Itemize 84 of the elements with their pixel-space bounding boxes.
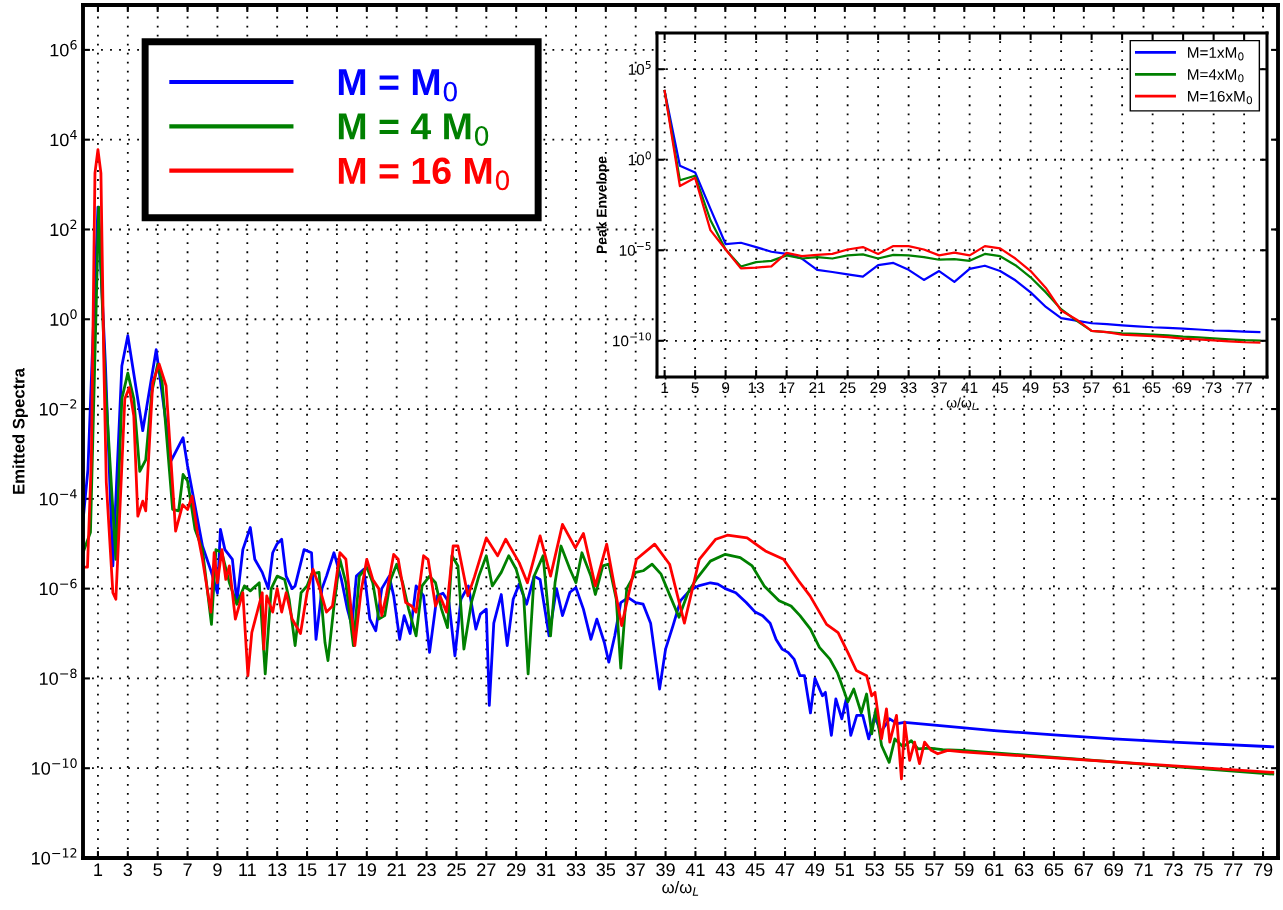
x-tick-label: 19 (358, 863, 376, 877)
x-tick-label: 25 (839, 382, 856, 394)
x-tick-label: 55 (895, 863, 914, 877)
x-tick-label: 49 (1022, 382, 1039, 394)
x-tick-label: 45 (745, 863, 765, 877)
y-tick-label: 10$^{4}$ (50, 129, 77, 147)
x-tick-label: 61 (985, 863, 1004, 877)
x-tick-label: 23 (417, 863, 436, 877)
x-tick-label: 17 (779, 382, 795, 393)
legend-label: M=16xM$_{0}$ (1188, 90, 1253, 105)
x-tick-label: 5 (691, 382, 699, 394)
x-tick-label: 37 (626, 863, 645, 877)
y-tick-label: 10$^{−10}$ (613, 332, 651, 347)
x-tick-label: 29 (870, 382, 886, 394)
x-tick-label: 21 (387, 863, 406, 876)
x-tick-label: 33 (900, 382, 917, 394)
x-tick-label: 45 (991, 382, 1008, 394)
x-tick-label: 65 (1144, 382, 1161, 394)
y-tick-label: 10$^{−12}$ (32, 848, 77, 865)
x-tick-label: 43 (715, 863, 735, 877)
x-axis-title: ω/ω$_{L}$ (662, 880, 699, 896)
x-tick-label: 53 (865, 863, 884, 877)
y-tick-label: 10$^{2}$ (50, 219, 77, 237)
x-tick-label: 17 (328, 863, 347, 876)
x-tick-label: 69 (1175, 382, 1191, 394)
x-tick-label: 1 (94, 863, 103, 876)
x-tick-label: 73 (1205, 382, 1222, 394)
x-tick-label: 51 (835, 863, 854, 877)
y-tick-label: 10$^{−2}$ (39, 399, 77, 416)
x-tick-label: 53 (1053, 382, 1069, 394)
x-tick-label: 71 (1134, 863, 1153, 876)
x-tick-label: 75 (1194, 863, 1213, 877)
x-tick-label: 27 (477, 863, 496, 876)
x-tick-label: 47 (775, 863, 795, 876)
x-tick-label: 41 (685, 863, 705, 876)
x-tick-label: 7 (183, 863, 192, 876)
y-tick-label: 10$^{−8}$ (39, 668, 77, 685)
x-tick-label: 31 (536, 863, 556, 877)
y-tick-label: 10$^{6}$ (50, 40, 77, 57)
x-tick-label: 65 (1044, 863, 1064, 877)
x-axis-title: ω/ω$_{L}$ (946, 397, 977, 410)
x-tick-label: 33 (566, 863, 586, 877)
x-tick-label: 77 (1224, 863, 1243, 876)
x-tick-label: 57 (1083, 382, 1100, 394)
x-tick-label: 79 (1253, 863, 1273, 877)
legend-label: M = 4 M$_{0}$ (338, 113, 489, 146)
x-tick-label: 5 (153, 863, 162, 877)
x-tick-label: 57 (925, 863, 944, 877)
y-tick-label: 10$^{0}$ (628, 151, 651, 166)
x-tick-label: 49 (805, 863, 825, 877)
x-tick-label: 39 (656, 863, 675, 877)
legend-label: M=1xM$_{0}$ (1188, 47, 1244, 61)
y-tick-label: 10$^{0}$ (50, 309, 77, 326)
x-tick-label: 67 (1074, 863, 1093, 877)
x-tick-label: 35 (596, 863, 616, 877)
x-tick-label: 1 (661, 382, 669, 393)
x-tick-label: 61 (1114, 382, 1130, 394)
x-tick-label: 11 (239, 863, 256, 876)
y-tick-label: 10$^{−4}$ (39, 489, 77, 506)
x-tick-label: 21 (809, 382, 825, 393)
y-tick-label: 10$^{−6}$ (39, 578, 77, 596)
x-tick-label: 9 (722, 382, 730, 394)
x-tick-label: 3 (123, 863, 133, 877)
x-tick-label: 13 (268, 863, 287, 877)
x-tick-label: 29 (507, 863, 526, 877)
y-tick-label: 10$^{−5}$ (619, 242, 651, 256)
x-tick-label: 77 (1236, 382, 1252, 393)
y-axis-title: Peak Envelope (596, 156, 610, 254)
x-tick-label: 69 (1104, 863, 1123, 877)
x-tick-label: 73 (1164, 863, 1183, 877)
legend-label: M=4xM$_{0}$ (1188, 69, 1244, 83)
x-tick-label: 41 (961, 382, 978, 393)
x-tick-label: 37 (931, 382, 947, 394)
x-tick-label: 9 (213, 863, 222, 877)
legend-label: M = 16 M$_{0}$ (338, 157, 510, 191)
y-tick-label: 10$^{5}$ (628, 61, 651, 75)
x-tick-label: 13 (748, 382, 764, 394)
x-tick-label: 59 (954, 863, 974, 877)
x-tick-label: 25 (447, 863, 466, 877)
y-axis-title: Emitted Spectra (12, 367, 28, 494)
x-tick-label: 15 (298, 863, 317, 877)
y-tick-label: 10$^{−10}$ (32, 758, 77, 775)
x-tick-label: 63 (1014, 863, 1034, 877)
legend-label: M = M$_{0}$ (338, 69, 457, 102)
